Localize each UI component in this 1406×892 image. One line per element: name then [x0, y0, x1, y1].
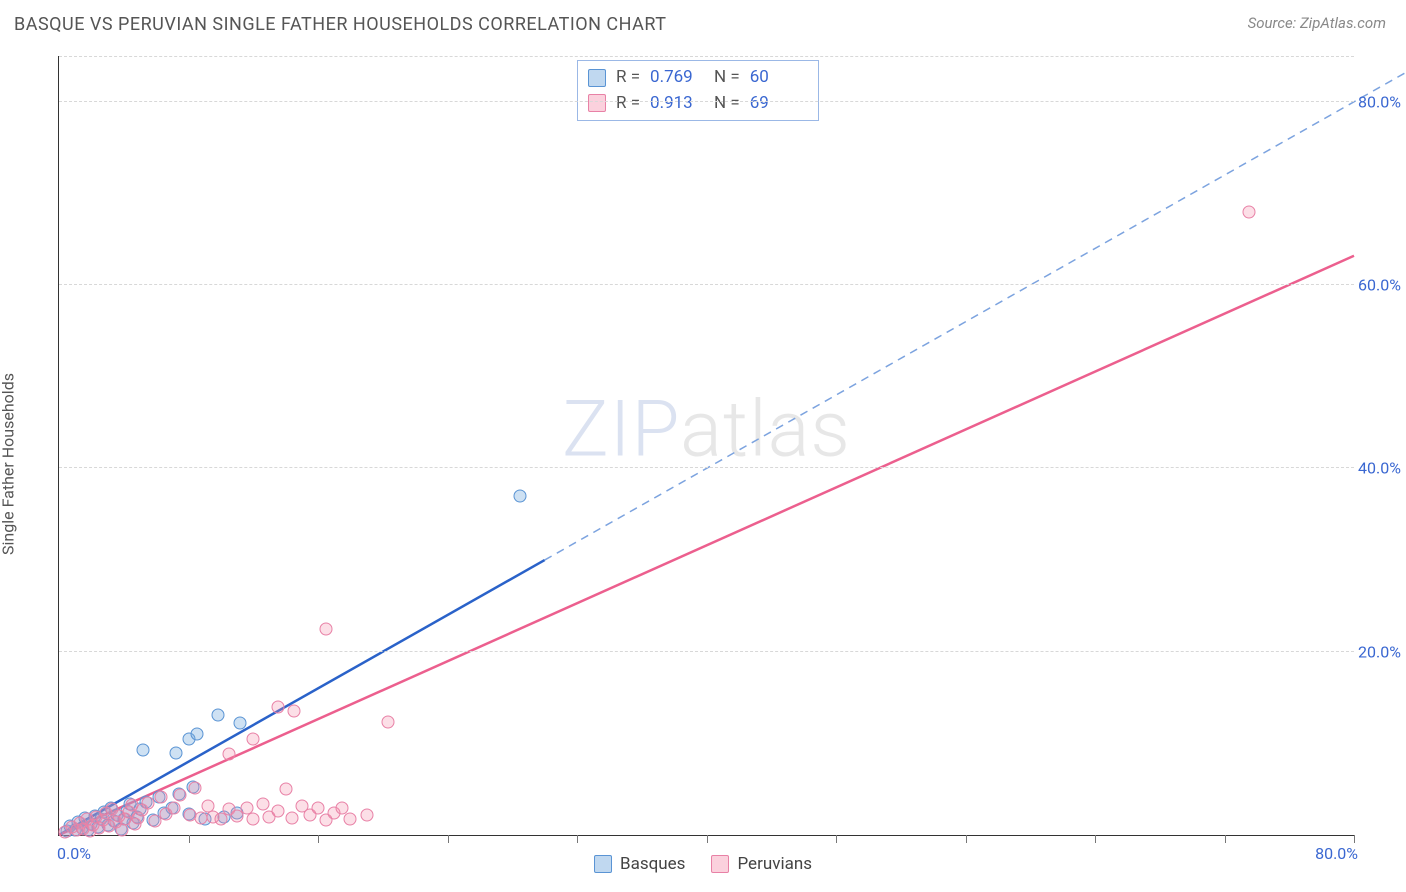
data-point — [287, 705, 300, 718]
stat-r-value: 0.913 — [650, 91, 704, 117]
swatch-blue-icon — [594, 855, 612, 873]
legend-item-basques: Basques — [594, 854, 685, 874]
data-point — [271, 700, 284, 713]
series-legend: Basques Peruvians — [594, 854, 812, 874]
gridline — [59, 651, 1354, 652]
watermark-zip: ZIP — [562, 384, 680, 475]
x-tick — [448, 835, 449, 843]
legend-label: Basques — [620, 854, 685, 874]
gridline — [59, 467, 1354, 468]
data-point — [514, 489, 527, 502]
x-axis-max-label: 80.0% — [1315, 844, 1358, 863]
data-point — [1242, 205, 1255, 218]
data-point — [320, 622, 333, 635]
stat-r-value: 0.769 — [650, 65, 704, 91]
watermark: ZIPatlas — [562, 384, 851, 475]
watermark-atlas: atlas — [680, 384, 851, 475]
data-point — [286, 811, 299, 824]
x-tick — [1225, 835, 1226, 843]
data-point — [279, 783, 292, 796]
data-point — [271, 805, 284, 818]
data-point — [247, 732, 260, 745]
gridline — [59, 56, 1354, 57]
data-point — [167, 802, 180, 815]
data-point — [154, 791, 167, 804]
x-tick — [1354, 835, 1355, 843]
source-attribution: Source: ZipAtlas.com — [1248, 14, 1386, 32]
y-tick-label: 80.0% — [1358, 92, 1401, 111]
stats-legend-box: R = 0.769 N = 60 R = 0.913 N = 69 — [577, 60, 819, 121]
header-bar: BASQUE VS PERUVIAN SINGLE FATHER HOUSEHO… — [0, 0, 1406, 43]
y-tick-label: 40.0% — [1358, 459, 1401, 478]
data-point — [256, 797, 269, 810]
data-point — [169, 746, 182, 759]
data-point — [211, 708, 224, 721]
data-point — [142, 796, 155, 809]
chart-title: BASQUE VS PERUVIAN SINGLE FATHER HOUSEHO… — [14, 14, 667, 35]
swatch-pink-icon — [588, 94, 606, 112]
y-tick-label: 20.0% — [1358, 642, 1401, 661]
y-tick-label: 60.0% — [1358, 276, 1401, 295]
trend-lines — [59, 56, 1354, 835]
x-tick — [1095, 835, 1096, 843]
data-point — [247, 812, 260, 825]
data-point — [344, 812, 357, 825]
plot-area: ZIPatlas R = 0.769 N = 60 R = 0.913 N = … — [58, 56, 1354, 836]
legend-label: Peruvians — [737, 854, 812, 874]
data-point — [312, 802, 325, 815]
data-point — [137, 743, 150, 756]
stat-r-label: R = — [616, 65, 640, 91]
gridline — [59, 101, 1354, 102]
data-point — [188, 782, 201, 795]
stat-n-label: N = — [714, 65, 740, 91]
x-tick — [189, 835, 190, 843]
stat-n-value: 69 — [750, 91, 804, 117]
x-tick — [577, 835, 578, 843]
stats-row-peruvians: R = 0.913 N = 69 — [588, 91, 804, 117]
x-tick — [707, 835, 708, 843]
legend-item-peruvians: Peruvians — [711, 854, 812, 874]
stat-r-label: R = — [616, 91, 640, 117]
x-tick — [966, 835, 967, 843]
data-point — [190, 728, 203, 741]
stats-row-basques: R = 0.769 N = 60 — [588, 65, 804, 91]
stat-n-value: 60 — [750, 65, 804, 91]
swatch-pink-icon — [711, 855, 729, 873]
data-point — [234, 717, 247, 730]
data-point — [174, 788, 187, 801]
stat-n-label: N = — [714, 91, 740, 117]
data-point — [381, 716, 394, 729]
y-axis-label: Single Father Households — [0, 373, 18, 555]
x-tick — [318, 835, 319, 843]
x-tick — [836, 835, 837, 843]
data-point — [360, 808, 373, 821]
x-axis-min-label: 0.0% — [57, 844, 91, 863]
data-point — [222, 748, 235, 761]
swatch-blue-icon — [588, 69, 606, 87]
gridline — [59, 284, 1354, 285]
chart-container: Single Father Households ZIPatlas R = 0.… — [14, 50, 1392, 878]
